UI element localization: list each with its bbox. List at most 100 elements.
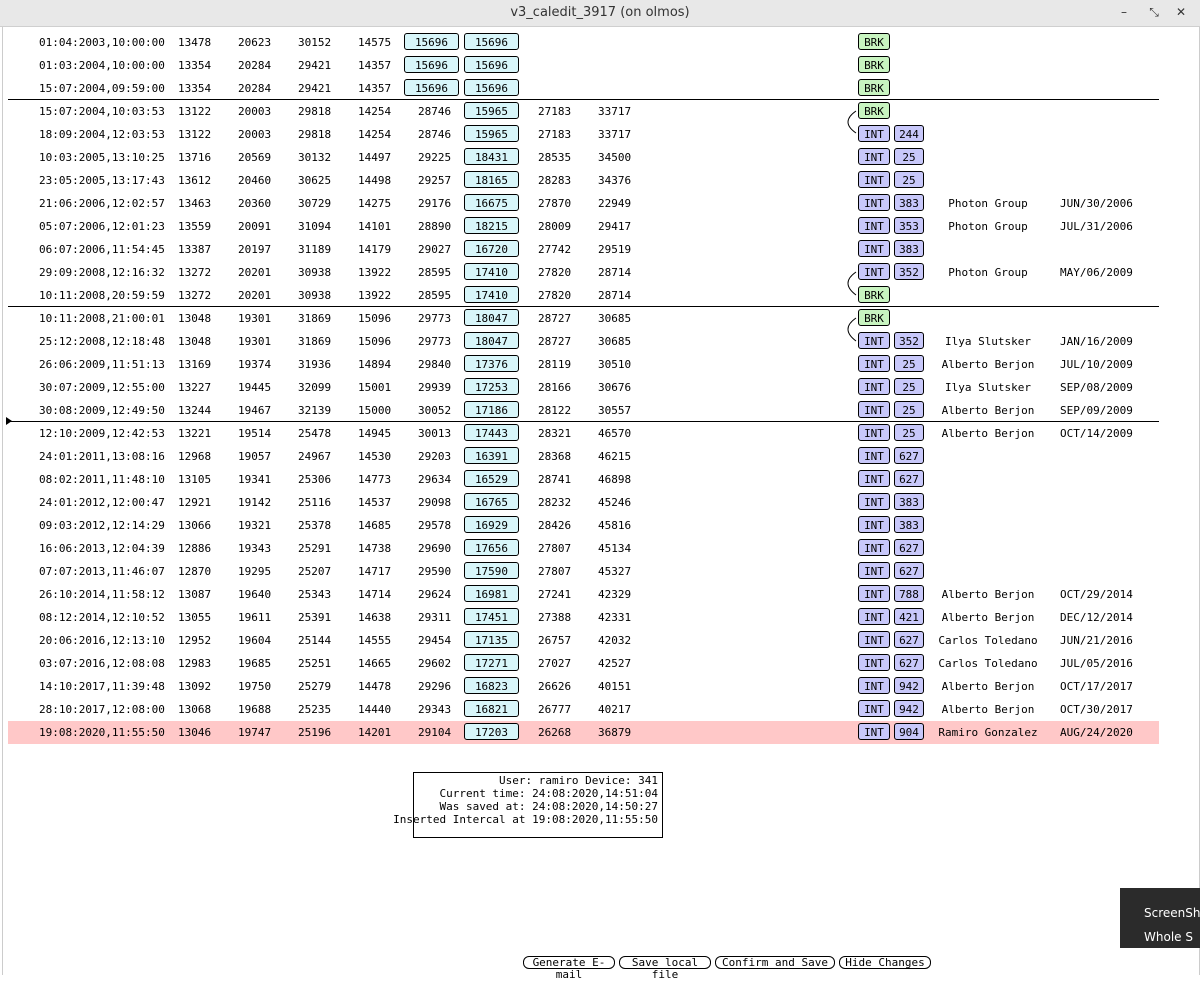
value-box[interactable]: 15696: [464, 79, 519, 96]
interval-number-box[interactable]: 627: [894, 654, 924, 671]
interval-number-box[interactable]: 25: [894, 378, 924, 395]
int-tag[interactable]: INT: [858, 401, 890, 418]
confirm-and-save-button[interactable]: Confirm and Save: [715, 956, 835, 969]
interval-number-box[interactable]: 627: [894, 562, 924, 579]
interval-number-box[interactable]: 25: [894, 171, 924, 188]
table-row[interactable]: 20:06:2016,12:13:10 12952 19604 25144 14555 2…: [8, 629, 1159, 652]
int-tag[interactable]: INT: [858, 585, 890, 602]
interval-number-box[interactable]: 627: [894, 447, 924, 464]
int-tag[interactable]: INT: [858, 171, 890, 188]
int-tag[interactable]: INT: [858, 654, 890, 671]
interval-number-box[interactable]: 25: [894, 148, 924, 165]
table-row[interactable]: 09:03:2012,12:14:29 13066 19321 25378 14685 2…: [8, 514, 1159, 537]
save-local-file-button[interactable]: Save local file: [619, 956, 711, 981]
value-box[interactable]: 15965: [464, 102, 519, 119]
int-tag[interactable]: INT: [858, 470, 890, 487]
interval-number-box[interactable]: 352: [894, 263, 924, 280]
value-box[interactable]: 17410: [464, 286, 519, 303]
int-tag[interactable]: INT: [858, 493, 890, 510]
table-row[interactable]: 23:05:2005,13:17:43 13612 20460 30625 14498 2…: [8, 169, 1159, 192]
int-tag[interactable]: INT: [858, 125, 890, 142]
interval-number-box[interactable]: 942: [894, 677, 924, 694]
restore-icon[interactable]: ⤡: [1149, 5, 1159, 19]
interval-number-box[interactable]: 25: [894, 424, 924, 441]
int-tag[interactable]: INT: [858, 516, 890, 533]
hide-changes-button[interactable]: Hide Changes: [839, 956, 931, 969]
value-box[interactable]: 16391: [464, 447, 519, 464]
table-row[interactable]: 30:07:2009,12:55:00 13227 19445 32099 15001 2…: [8, 376, 1159, 399]
interval-number-box[interactable]: 383: [894, 194, 924, 211]
interval-number-box[interactable]: 942: [894, 700, 924, 717]
table-row[interactable]: 24:01:2012,12:00:47 12921 19142 25116 14537 2…: [8, 491, 1159, 514]
interval-number-box[interactable]: 788: [894, 585, 924, 602]
value-box[interactable]: 16765: [464, 493, 519, 510]
value-box[interactable]: 15696: [464, 33, 519, 50]
value-box[interactable]: 16720: [464, 240, 519, 257]
interval-number-box[interactable]: 421: [894, 608, 924, 625]
value-box[interactable]: 16823: [464, 677, 519, 694]
interval-number-box[interactable]: 352: [894, 332, 924, 349]
brk-tag[interactable]: BRK: [858, 56, 890, 73]
interval-number-box[interactable]: 25: [894, 355, 924, 372]
int-tag[interactable]: INT: [858, 631, 890, 648]
int-tag[interactable]: INT: [858, 355, 890, 372]
value-box[interactable]: 17443: [464, 424, 519, 441]
int-tag[interactable]: INT: [858, 148, 890, 165]
table-row[interactable]: 01:03:2004,10:00:00 13354 20284 29421 14357 1…: [8, 54, 1159, 77]
table-row[interactable]: 08:02:2011,11:48:10 13105 19341 25306 14773 2…: [8, 468, 1159, 491]
table-row[interactable]: 03:07:2016,12:08:08 12983 19685 25251 14665 2…: [8, 652, 1159, 675]
interval-number-box[interactable]: 25: [894, 401, 924, 418]
interval-number-box[interactable]: 904: [894, 723, 924, 740]
table-row[interactable]: 25:12:2008,12:18:48 13048 19301 31869 15096 2…: [8, 330, 1159, 353]
table-row[interactable]: 19:08:2020,11:55:50 13046 19747 25196 14201 2…: [8, 721, 1159, 744]
minimize-icon[interactable]: –: [1121, 5, 1127, 19]
table-row[interactable]: 05:07:2006,12:01:23 13559 20091 31094 14101 2…: [8, 215, 1159, 238]
interval-number-box[interactable]: 383: [894, 240, 924, 257]
brk-tag[interactable]: BRK: [858, 286, 890, 303]
table-row[interactable]: 18:09:2004,12:03:53 13122 20003 29818 14254 2…: [8, 123, 1159, 146]
brk-tag[interactable]: BRK: [858, 79, 890, 96]
value-box[interactable]: 18431: [464, 148, 519, 165]
table-row[interactable]: 08:12:2014,12:10:52 13055 19611 25391 14638 2…: [8, 606, 1159, 629]
table-row[interactable]: 15:07:2004,09:59:00 13354 20284 29421 14357 1…: [8, 77, 1159, 100]
table-row[interactable]: 26:06:2009,11:51:13 13169 19374 31936 14894 2…: [8, 353, 1159, 376]
int-tag[interactable]: INT: [858, 263, 890, 280]
value-box[interactable]: 16675: [464, 194, 519, 211]
int-tag[interactable]: INT: [858, 332, 890, 349]
value-box[interactable]: 17590: [464, 562, 519, 579]
int-tag[interactable]: INT: [858, 608, 890, 625]
interval-number-box[interactable]: 353: [894, 217, 924, 234]
value-box[interactable]: 17656: [464, 539, 519, 556]
value-box[interactable]: 18047: [464, 309, 519, 326]
interval-number-box[interactable]: 383: [894, 516, 924, 533]
value-box[interactable]: 17253: [464, 378, 519, 395]
table-row[interactable]: 14:10:2017,11:39:48 13092 19750 25279 14478 2…: [8, 675, 1159, 698]
value-box[interactable]: 16821: [464, 700, 519, 717]
int-tag[interactable]: INT: [858, 539, 890, 556]
interval-number-box[interactable]: 383: [894, 493, 924, 510]
table-row[interactable]: 10:03:2005,13:10:25 13716 20569 30132 14497 2…: [8, 146, 1159, 169]
brk-tag[interactable]: BRK: [858, 33, 890, 50]
value-box[interactable]: 17203: [464, 723, 519, 740]
int-tag[interactable]: INT: [858, 194, 890, 211]
int-tag[interactable]: INT: [858, 723, 890, 740]
int-tag[interactable]: INT: [858, 424, 890, 441]
value-box[interactable]: 18165: [464, 171, 519, 188]
value-box[interactable]: 15965: [464, 125, 519, 142]
value-box[interactable]: 17376: [464, 355, 519, 372]
table-row[interactable]: 15:07:2004,10:03:53 13122 20003 29818 14254 2…: [8, 100, 1159, 123]
int-tag[interactable]: INT: [858, 240, 890, 257]
table-row[interactable]: 24:01:2011,13:08:16 12968 19057 24967 14530 2…: [8, 445, 1159, 468]
table-row[interactable]: 10:11:2008,20:59:59 13272 20201 30938 13922 2…: [8, 284, 1159, 307]
value-box[interactable]: 17135: [464, 631, 519, 648]
int-tag[interactable]: INT: [858, 562, 890, 579]
value-box[interactable]: 16981: [464, 585, 519, 602]
generate-email-button[interactable]: Generate E-mail: [523, 956, 615, 981]
value-box[interactable]: 15696: [404, 33, 459, 50]
table-row[interactable]: 28:10:2017,12:08:00 13068 19688 25235 14440 2…: [8, 698, 1159, 721]
table-row[interactable]: 07:07:2013,11:46:07 12870 19295 25207 14717 2…: [8, 560, 1159, 583]
table-row[interactable]: 16:06:2013,12:04:39 12886 19343 25291 14738 2…: [8, 537, 1159, 560]
value-box[interactable]: 17410: [464, 263, 519, 280]
value-box[interactable]: 15696: [464, 56, 519, 73]
interval-number-box[interactable]: 627: [894, 631, 924, 648]
